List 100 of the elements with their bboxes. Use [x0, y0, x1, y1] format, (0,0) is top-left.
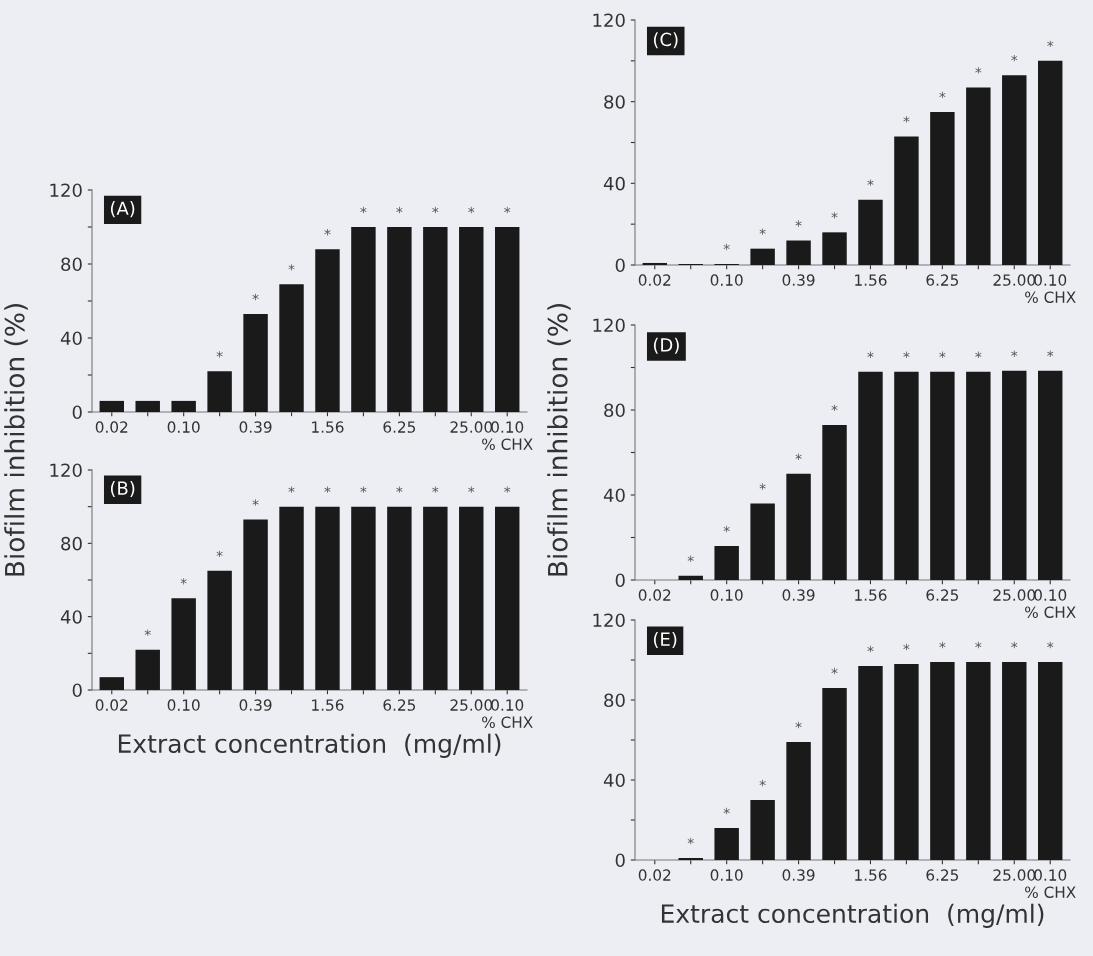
text: (E) [653, 632, 677, 649]
bar [966, 662, 991, 860]
bar [642, 262, 667, 265]
bar [243, 519, 268, 690]
data-label: * [759, 483, 766, 490]
data-label: * [723, 525, 730, 533]
x-tick-label: 0.39 [239, 421, 272, 433]
y-tick-label: 40 [60, 331, 82, 346]
text: (B) [110, 481, 135, 498]
data-label: * [468, 486, 475, 493]
data-label: * [252, 499, 259, 506]
bar [750, 503, 775, 580]
bar [423, 506, 448, 690]
data-label: * [795, 721, 802, 729]
x-tick-label: 25.00 [993, 869, 1036, 881]
y-tick-label: 120 [593, 318, 625, 333]
x-tick-label: 25.00 [993, 274, 1036, 286]
bar [423, 227, 448, 412]
data-label: * [759, 779, 766, 787]
bar [894, 371, 919, 580]
x-tick-label: 0.10 [710, 589, 743, 601]
y-tick-label: 40 [603, 488, 625, 503]
data-label: * [1011, 54, 1018, 62]
data-label: * [903, 351, 910, 358]
bar [207, 570, 232, 690]
data-label: * [504, 486, 511, 493]
x-tick-label: 0.02 [95, 699, 128, 711]
data-label: * [216, 550, 223, 558]
data-label: * [1011, 641, 1018, 649]
bar [351, 227, 376, 412]
data-label: * [1011, 350, 1018, 357]
data-label: * [975, 351, 982, 358]
bar [495, 227, 520, 412]
bar [99, 677, 124, 690]
x-tick-label: 0.10 [167, 699, 200, 711]
bar [1002, 662, 1027, 860]
bar [966, 87, 991, 265]
bar [822, 688, 847, 860]
x-tick-label: 25.00 [450, 421, 493, 433]
data-label: * [687, 837, 694, 845]
bar [930, 111, 955, 265]
y-tick-label: 80 [61, 257, 82, 272]
data-label: * [432, 206, 439, 214]
data-label: * [324, 486, 331, 493]
x-tick-label: 0.02 [638, 274, 671, 286]
bar [966, 371, 991, 580]
bar [858, 199, 883, 265]
bar [459, 506, 484, 690]
y-tick-label: 40 [603, 773, 625, 788]
bar [1038, 60, 1063, 265]
bar [387, 506, 412, 690]
x-tick-label: 0.02 [638, 869, 671, 881]
data-label: * [831, 667, 838, 675]
bar [135, 400, 160, 412]
data-label: * [867, 645, 874, 653]
bar [930, 662, 955, 860]
data-label: * [939, 91, 946, 99]
bar [315, 506, 340, 690]
x-tick-label: 6.25 [926, 589, 959, 601]
data-label: * [1047, 40, 1054, 48]
x-tick-label: 25.00 [450, 699, 493, 711]
y-tick-label: 80 [604, 95, 625, 109]
x-tick-label: 0.39 [782, 274, 815, 286]
bar [315, 249, 340, 412]
bar [786, 240, 811, 265]
bar [351, 506, 376, 690]
y-tick-label: 40 [603, 176, 625, 191]
data-label: * [903, 116, 910, 123]
bar [822, 232, 847, 265]
data-label: * [288, 486, 295, 493]
data-label: * [324, 229, 331, 236]
bar [387, 227, 412, 412]
bar [822, 424, 847, 580]
data-label: * [903, 643, 910, 651]
text: (D) [653, 337, 679, 354]
x-tick-label: 0.02 [638, 589, 671, 601]
bar [99, 400, 124, 412]
y-tick-label: 0 [615, 573, 625, 588]
data-label: * [180, 578, 187, 585]
bar [243, 313, 268, 412]
bar [750, 800, 775, 860]
data-label: * [396, 206, 403, 214]
bar [279, 284, 304, 412]
bar [858, 666, 883, 860]
bar [678, 575, 703, 580]
bar [894, 136, 919, 265]
data-label: * [504, 206, 511, 214]
text: (A) [110, 201, 135, 218]
bar [495, 506, 520, 690]
data-label: * [867, 179, 874, 186]
x-tick-label: 25.00 [993, 589, 1036, 601]
x-tick-label: 0.10 [710, 869, 743, 881]
bar [930, 371, 955, 580]
y-tick-label: 120 [593, 613, 625, 628]
text: (C) [653, 32, 678, 49]
bar [786, 473, 811, 580]
data-label: * [468, 206, 475, 214]
bar [714, 546, 739, 580]
y-tick-label: 120 [50, 183, 82, 198]
data-label: * [432, 486, 439, 493]
